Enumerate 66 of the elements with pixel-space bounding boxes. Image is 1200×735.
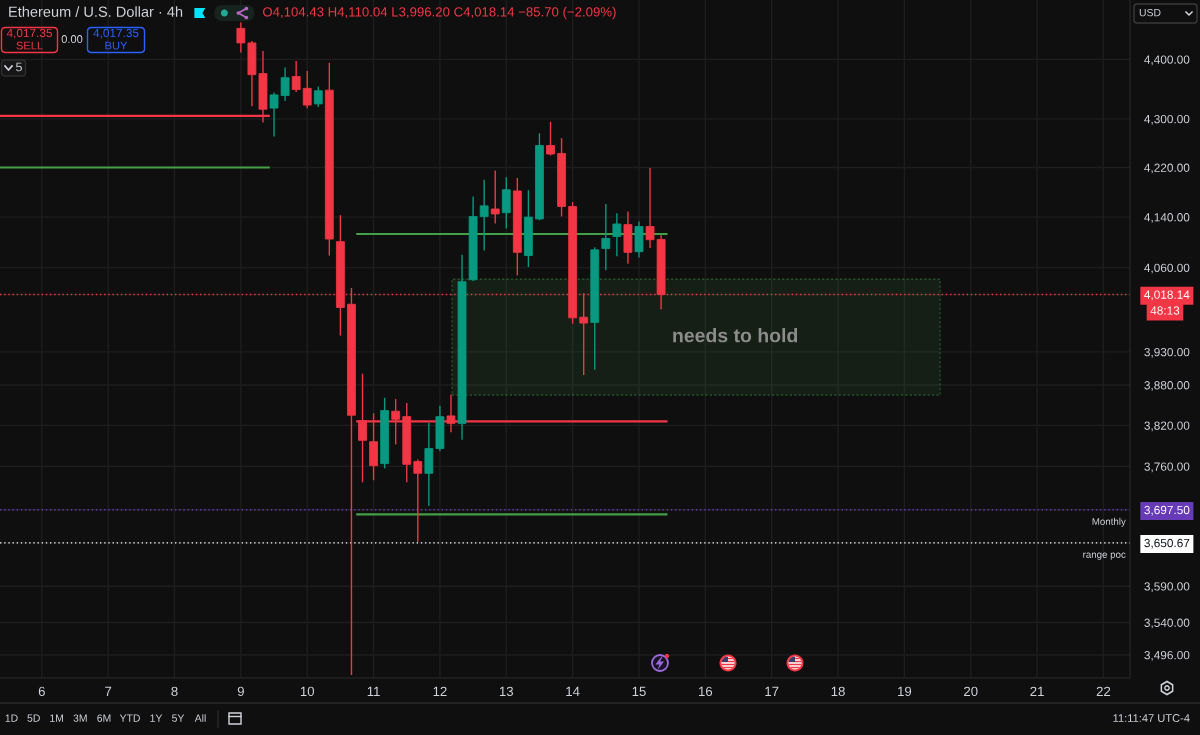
y-tick-label: 3,650.67 (1144, 538, 1190, 549)
candlestick (291, 61, 301, 93)
annotation: BUY (105, 41, 128, 50)
chart-title: Ethereum / U.S. Dollar · 4h (9, 6, 183, 17)
candlestick (490, 170, 500, 224)
candlestick (236, 22, 246, 53)
x-tick-label: 6 (38, 686, 45, 697)
x-tick-label: 14 (566, 686, 580, 696)
y-tick-label: 4,400.00 (1144, 55, 1190, 66)
y-tick-label: 4,060.00 (1144, 263, 1190, 274)
y-tick-label: 3,820.00 (1144, 421, 1190, 432)
candlestick (546, 121, 555, 156)
candlestick (612, 213, 622, 257)
text: 1D (5, 714, 18, 722)
candlestick (413, 459, 423, 542)
text: 11:11:47 UTC-4 (1113, 714, 1190, 722)
x-tick-label: 9 (237, 686, 244, 697)
text: 5D (27, 714, 40, 722)
text: YTD (119, 714, 140, 722)
y-tick-label: 4,018.14 (1144, 290, 1190, 301)
annotation: 5 (16, 62, 22, 72)
x-tick-label: 8 (171, 686, 178, 697)
annotation: 0.00 (61, 35, 83, 43)
x-tick-label: 13 (499, 686, 514, 697)
text: All (194, 714, 206, 722)
text: 1Y (150, 714, 163, 722)
y-tick-label: 3,880.00 (1144, 381, 1190, 391)
y-tick-label: 3,697.50 (1144, 505, 1190, 516)
text: 6M (97, 714, 111, 722)
text: USD (1139, 8, 1161, 17)
annotation: 4,017.35 (93, 28, 139, 39)
text: 5Y (172, 714, 185, 722)
text: 48:13 (1150, 306, 1180, 315)
x-tick-label: 17 (765, 686, 779, 696)
x-tick-label: 22 (1096, 686, 1111, 696)
chart-subtitle: O4,104.43 H4,110.04 L3,996.20 C4,018.14 −85.70 (−2.09%) (263, 6, 616, 20)
candlestick (479, 179, 489, 251)
band-label: needs to hold (673, 328, 798, 343)
y-tick-label: 3,930.00 (1144, 347, 1190, 358)
y-tick-label: 3,760.00 (1144, 462, 1190, 473)
y-tick-label: 4,140.00 (1144, 213, 1190, 223)
y-tick-label: 3,540.00 (1144, 618, 1190, 629)
annotation: 4,017.35 (6, 28, 52, 39)
ref-line-label: range poc (1083, 552, 1126, 560)
x-tick-label: 10 (300, 686, 315, 697)
y-tick-label: 4,220.00 (1144, 163, 1190, 174)
ref-line-label: Monthly (1092, 517, 1126, 527)
x-tick-label: 12 (433, 686, 447, 696)
x-tick-label: 15 (632, 686, 646, 697)
x-tick-label: 11 (367, 686, 380, 696)
x-tick-label: 7 (105, 686, 112, 696)
y-tick-label: 4,300.00 (1144, 114, 1190, 125)
x-tick-label: 18 (831, 686, 845, 697)
text: 3M (73, 714, 87, 722)
x-tick-label: 20 (964, 686, 978, 697)
candlestick (501, 177, 511, 229)
annotation: SELL (16, 41, 43, 50)
y-tick-label: 3,590.00 (1144, 582, 1190, 593)
y-tick-label: 3,496.00 (1144, 650, 1190, 661)
x-tick-label: 19 (898, 686, 912, 697)
candlestick (313, 86, 323, 107)
x-tick-label: 16 (699, 686, 713, 697)
x-tick-label: 21 (1030, 686, 1044, 696)
text: 1M (50, 714, 63, 722)
candlestick (601, 203, 611, 271)
candlestick (302, 71, 312, 109)
